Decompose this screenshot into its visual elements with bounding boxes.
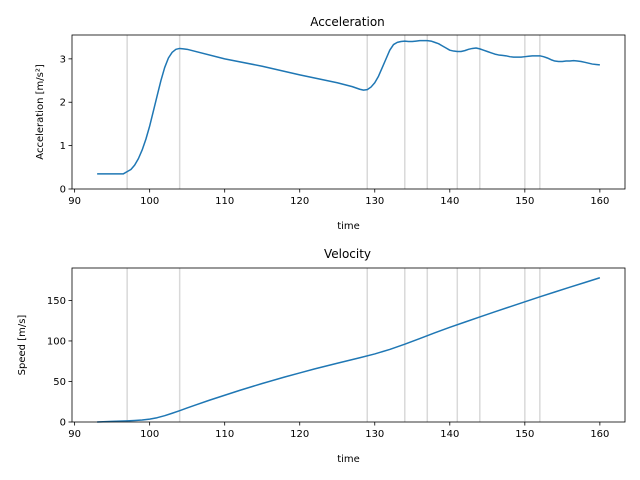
vline-group <box>126 35 541 189</box>
x-axis-label: time <box>337 221 360 232</box>
x-tick-group: 90 100 110 120 130 140 150 160 <box>68 189 609 207</box>
panel-acceleration: Acceleration 90 100 110 120 130 140 150 160 0 1 2… <box>35 15 626 232</box>
y-tick-label: 0 <box>60 185 66 196</box>
x-tick-label: 90 <box>68 196 81 207</box>
y-tick-label: 50 <box>53 377 66 388</box>
y-tick-label: 1 <box>60 141 66 152</box>
x-tick-label: 140 <box>440 196 459 207</box>
y-tick-label: 2 <box>60 98 66 109</box>
x-tick-label: 100 <box>140 429 159 440</box>
y-tick-label: 150 <box>47 296 66 307</box>
y-axis-label: Acceleration [m/s²] <box>35 64 46 160</box>
y-tick-group: 0 1 2 3 <box>60 54 72 196</box>
y-axis-label: Speed [m/s] <box>17 315 28 376</box>
x-tick-label: 90 <box>68 429 81 440</box>
x-axis-label: time <box>337 454 360 465</box>
x-tick-group: 90 100 110 120 130 140 150 160 <box>68 422 609 440</box>
x-tick-label: 100 <box>140 196 159 207</box>
x-tick-label: 140 <box>440 429 459 440</box>
plot-frame <box>71 267 626 423</box>
acceleration-line <box>97 39 600 175</box>
x-tick-label: 160 <box>590 429 609 440</box>
chart-title: Acceleration <box>310 15 385 29</box>
chart-title: Velocity <box>324 247 371 261</box>
x-tick-label: 150 <box>515 196 534 207</box>
x-tick-label: 110 <box>215 196 234 207</box>
velocity-line <box>97 277 601 423</box>
x-tick-label: 130 <box>365 196 384 207</box>
plot-frame <box>71 34 626 190</box>
vline-group <box>126 268 541 422</box>
x-tick-label: 130 <box>365 429 384 440</box>
x-tick-label: 150 <box>515 429 534 440</box>
panel-velocity: Velocity 90 100 110 120 130 140 150 160 0 50 100 1… <box>17 247 626 465</box>
y-tick-group: 0 50 100 150 <box>47 296 72 429</box>
x-tick-label: 160 <box>590 196 609 207</box>
y-tick-label: 3 <box>60 54 66 65</box>
y-tick-label: 0 <box>60 418 66 429</box>
x-tick-label: 120 <box>290 196 309 207</box>
y-tick-label: 100 <box>47 336 66 347</box>
x-tick-label: 120 <box>290 429 309 440</box>
x-tick-label: 110 <box>215 429 234 440</box>
